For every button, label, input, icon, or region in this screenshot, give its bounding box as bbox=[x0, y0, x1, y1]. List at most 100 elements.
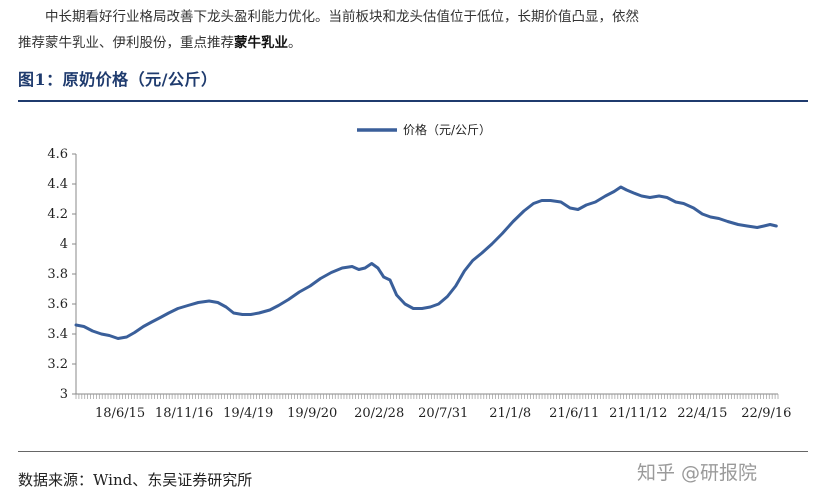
data-point bbox=[632, 192, 635, 194]
data-point bbox=[382, 276, 385, 278]
x-tick-label: 22/4/15 bbox=[677, 406, 727, 421]
data-point bbox=[674, 201, 677, 203]
legend-label: 价格（元/公斤） bbox=[403, 122, 491, 137]
data-point bbox=[100, 333, 103, 335]
data-point bbox=[640, 195, 643, 197]
data-point bbox=[197, 301, 200, 304]
data-point bbox=[577, 208, 579, 211]
y-tick-label: 4 bbox=[60, 237, 68, 252]
y-tick-label: 3.4 bbox=[47, 327, 68, 342]
x-tick-label: 20/2/28 bbox=[354, 406, 404, 421]
data-point bbox=[232, 312, 235, 314]
data-point bbox=[258, 312, 260, 314]
data-point bbox=[726, 220, 729, 223]
data-point bbox=[421, 307, 423, 310]
data-point bbox=[658, 195, 660, 197]
y-tick-label: 3 bbox=[60, 387, 68, 402]
data-point bbox=[241, 313, 244, 316]
data-point bbox=[718, 217, 720, 220]
data-point bbox=[501, 232, 504, 235]
x-tick-label: 19/9/20 bbox=[287, 406, 337, 421]
x-tick-label: 20/7/31 bbox=[418, 406, 468, 421]
watermark: 知乎 @研报院 bbox=[637, 462, 758, 484]
data-point bbox=[569, 207, 571, 209]
x-tick-label: 22/9/16 bbox=[741, 406, 791, 421]
data-point bbox=[389, 279, 391, 281]
x-tick-label: 21/1/8 bbox=[489, 406, 531, 421]
data-point bbox=[540, 199, 543, 202]
data-point bbox=[619, 186, 622, 188]
data-point bbox=[187, 304, 189, 307]
x-tick-label: 21/6/11 bbox=[549, 406, 599, 421]
data-point bbox=[463, 270, 466, 272]
intro-line-2: 推荐蒙牛乳业、伊利股份，重点推荐蒙牛乳业。 bbox=[18, 30, 808, 56]
data-point bbox=[437, 303, 440, 305]
data-point bbox=[125, 336, 128, 338]
data-point bbox=[217, 301, 219, 304]
y-tick-label: 3.6 bbox=[47, 297, 68, 312]
x-tick-label: 18/11/16 bbox=[155, 406, 213, 421]
figure-top-rule bbox=[18, 100, 808, 102]
data-point bbox=[159, 316, 162, 319]
data-point bbox=[364, 267, 366, 269]
data-point bbox=[177, 307, 179, 310]
intro-line-2-suffix: 。 bbox=[288, 35, 302, 51]
y-tick-label: 4.6 bbox=[47, 147, 68, 162]
intro-line-2-prefix: 推荐蒙牛乳业、伊利股份，重点推荐 bbox=[18, 35, 234, 51]
data-point bbox=[429, 306, 432, 308]
data-point bbox=[549, 199, 552, 202]
x-tick-label: 19/4/19 bbox=[223, 406, 273, 421]
data-point bbox=[709, 216, 712, 218]
figure-bottom-rule bbox=[18, 451, 808, 452]
data-point bbox=[208, 300, 210, 302]
data-point bbox=[604, 195, 607, 197]
data-point bbox=[142, 325, 145, 328]
x-tick-label: 18/6/15 bbox=[95, 406, 145, 421]
figure-title: 图1：原奶价格（元/公斤） bbox=[18, 70, 218, 89]
data-point bbox=[491, 243, 493, 245]
data-point bbox=[277, 304, 280, 307]
data-point bbox=[249, 313, 252, 316]
data-point bbox=[108, 334, 111, 337]
intro-line-1: 中长期看好行业格局改善下龙头盈利能力优化。当前板块和龙头估值位于低位，长期价值凸… bbox=[45, 9, 639, 25]
data-point bbox=[775, 225, 778, 227]
x-tick-label: 21/11/12 bbox=[609, 406, 667, 421]
data-point bbox=[625, 189, 628, 191]
data-point bbox=[532, 202, 535, 205]
data-point bbox=[167, 312, 170, 314]
data-point bbox=[585, 204, 588, 206]
data-point bbox=[395, 294, 398, 296]
data-point bbox=[341, 267, 343, 269]
data-point bbox=[319, 277, 322, 280]
data-point bbox=[756, 226, 759, 229]
data-point bbox=[133, 331, 136, 334]
data-point bbox=[268, 309, 271, 311]
source-note: 数据来源：Wind、东吴证券研究所 bbox=[18, 471, 253, 489]
y-tick-label: 3.8 bbox=[47, 267, 68, 282]
data-point bbox=[298, 291, 301, 293]
data-point bbox=[357, 268, 360, 271]
data-point bbox=[404, 303, 406, 305]
data-point bbox=[287, 298, 290, 301]
y-tick-label: 4.4 bbox=[47, 177, 68, 192]
data-point bbox=[150, 321, 153, 323]
data-point bbox=[351, 265, 353, 268]
series-line-0 bbox=[74, 185, 778, 340]
data-point bbox=[370, 262, 373, 265]
data-point bbox=[594, 201, 597, 203]
data-point bbox=[737, 223, 739, 226]
data-point bbox=[225, 306, 227, 308]
data-point bbox=[746, 225, 749, 227]
data-point bbox=[481, 252, 483, 254]
data-point bbox=[83, 325, 85, 328]
data-point bbox=[471, 259, 474, 262]
data-point bbox=[512, 220, 514, 223]
data-point bbox=[560, 201, 562, 203]
data-point bbox=[666, 196, 668, 199]
data-point bbox=[763, 225, 765, 227]
intro-paragraph: 中长期看好行业格局改善下龙头盈利能力优化。当前板块和龙头估值位于低位，长期价值凸… bbox=[18, 4, 808, 56]
data-point bbox=[769, 223, 771, 226]
data-point bbox=[377, 267, 379, 269]
data-point bbox=[412, 307, 415, 310]
data-point bbox=[613, 190, 615, 193]
